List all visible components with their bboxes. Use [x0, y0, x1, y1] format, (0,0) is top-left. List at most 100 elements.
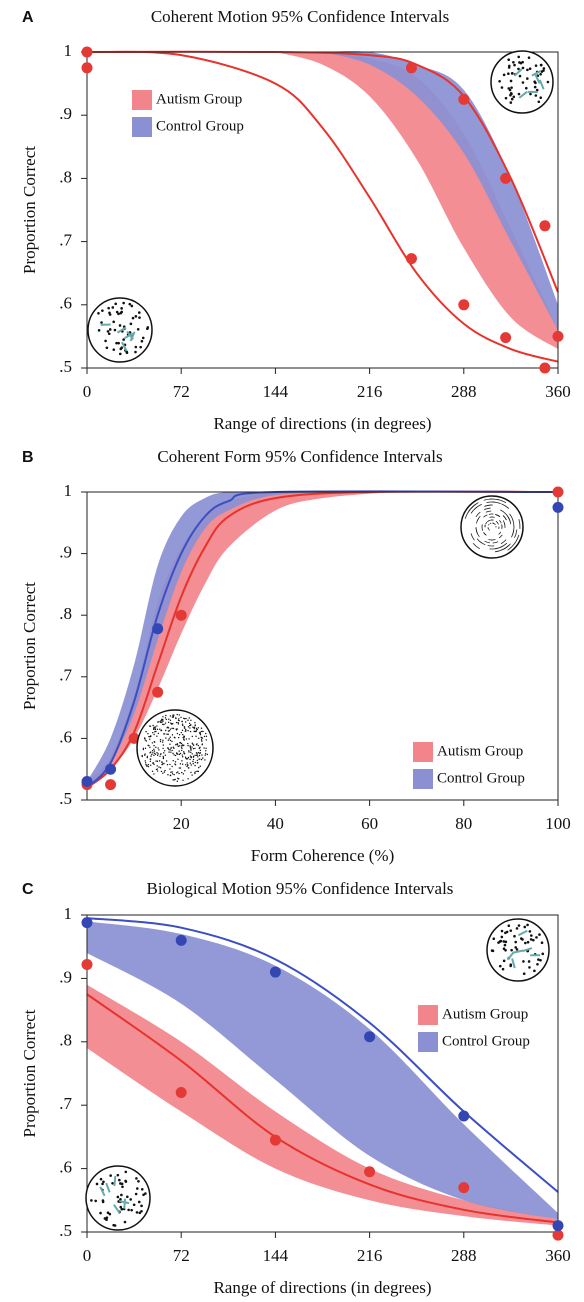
plot-frame [86, 491, 559, 801]
icon-dot [203, 735, 206, 738]
icon-dot [184, 756, 187, 758]
data-point [552, 1229, 564, 1241]
icon-dot [539, 958, 542, 962]
icon-dot [165, 760, 168, 762]
icon-dot [138, 316, 141, 319]
icon-dot [168, 748, 170, 751]
icon-dot [199, 765, 201, 767]
icon-dot [165, 714, 167, 717]
icon-dot [167, 774, 169, 776]
icon-dot [181, 754, 184, 756]
x-tick-label: 288 [451, 1246, 477, 1265]
icon-dot [162, 739, 164, 742]
icon-dot [120, 307, 123, 310]
icon-dot [153, 763, 155, 766]
icon-dot [181, 744, 184, 746]
icon-dot [192, 763, 194, 765]
icon-dot [140, 339, 144, 343]
icon-dot [206, 753, 209, 756]
data-point [552, 1220, 564, 1232]
icon-dot [194, 771, 196, 773]
icon-dot [200, 739, 203, 741]
icon-dot [151, 770, 154, 773]
icon-dot [503, 943, 507, 947]
icon-dot [117, 312, 120, 316]
icon-dot [190, 724, 192, 726]
icon-dot [167, 726, 169, 728]
icon-dot [146, 755, 149, 758]
icon-dot [175, 729, 178, 731]
icon-arc [498, 534, 503, 539]
icon-dot [178, 719, 180, 722]
y-axis-label: Proportion Correct [20, 146, 39, 274]
icon-dot [181, 729, 184, 732]
chart-title: Biological Motion 95% Confidence Interva… [147, 879, 454, 898]
icon-dot [181, 771, 183, 774]
icon-dot [187, 778, 189, 780]
icon-arc [489, 547, 498, 550]
icon-dot [526, 77, 529, 80]
icon-dot [196, 743, 198, 745]
legend-label: Control Group [437, 770, 525, 786]
icon-dot [156, 728, 159, 731]
icon-signal [99, 1186, 106, 1197]
icon-dot [172, 746, 174, 748]
icon-dot [529, 92, 532, 96]
icon-signal [506, 951, 515, 961]
icon-dot [526, 940, 530, 944]
icon-dot [517, 924, 521, 927]
icon-dot [159, 740, 162, 743]
icon-dot [199, 732, 201, 735]
icon-dot [171, 727, 173, 730]
data-point [552, 330, 564, 342]
icon-dot [163, 733, 165, 735]
data-point [269, 966, 281, 978]
icon-dot [160, 729, 162, 732]
icon-arc [511, 529, 515, 538]
y-tick-label: .6 [59, 1158, 72, 1177]
icon-dot [194, 764, 196, 767]
icon-dot [137, 311, 141, 314]
icon-dot [205, 747, 207, 750]
icon-dot [168, 751, 170, 753]
icon-dot [196, 754, 199, 756]
icon-dot [190, 749, 192, 751]
icon-dot [526, 68, 529, 72]
icon-dot [169, 749, 171, 751]
y-tick-label: .9 [59, 543, 72, 562]
icon-arc [486, 501, 496, 504]
legend-swatch [132, 117, 152, 137]
icon-dot [539, 96, 543, 100]
icon-dot [144, 754, 146, 756]
icon-dot [193, 726, 196, 729]
icon-dot [106, 1211, 110, 1215]
icon-dot [517, 67, 520, 71]
icon-dot [164, 769, 166, 772]
icon-arc [495, 514, 501, 518]
icon-dot [155, 760, 157, 762]
icon-dot [153, 741, 156, 743]
icon-dot [534, 81, 537, 85]
icon-dot [139, 345, 142, 349]
icon-dot [196, 759, 199, 762]
icon-dot [161, 723, 164, 726]
icon-signal [105, 1182, 111, 1193]
icon-dot [149, 758, 152, 760]
icon-circle [460, 495, 524, 559]
y-tick-label: .8 [59, 167, 72, 186]
icon-dot [152, 732, 154, 734]
icon-dot [183, 739, 185, 741]
icon-arc [501, 544, 510, 551]
icon-dot [201, 740, 203, 742]
icon-dot [108, 313, 112, 316]
icon-dot [508, 88, 512, 92]
icon-dot [175, 717, 177, 719]
icon-dot [198, 766, 200, 769]
icon-dot [535, 88, 539, 92]
y-tick-label: .5 [59, 789, 72, 808]
icon-arc [485, 510, 492, 513]
icon-dot [507, 924, 511, 928]
icon-dot [199, 749, 202, 752]
icon-dot [161, 721, 163, 723]
